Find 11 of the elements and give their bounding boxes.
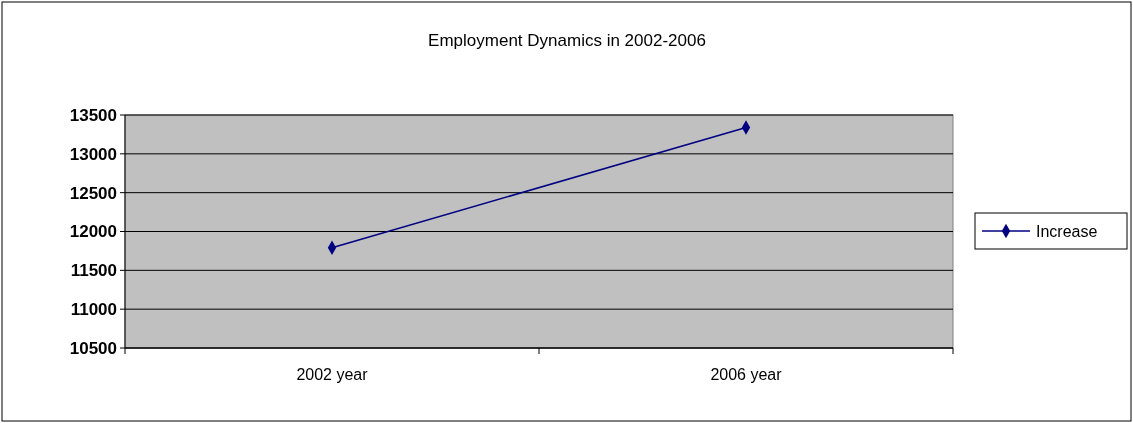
- y-tick-label: 12500: [69, 183, 117, 203]
- y-tick-label: 13500: [69, 105, 117, 125]
- y-tick-label: 12000: [69, 222, 117, 242]
- y-tick-label: 13000: [69, 144, 117, 164]
- chart-title: Employment Dynamics in 2002-2006: [428, 31, 706, 50]
- legend-label: Increase: [1036, 222, 1098, 240]
- y-tick-label: 10500: [69, 338, 117, 358]
- y-tick-label: 11000: [70, 300, 117, 320]
- x-tick-label: 2006 year: [710, 366, 783, 383]
- y-tick-label: 11500: [70, 261, 117, 281]
- x-tick-label: 2002 year: [296, 366, 369, 383]
